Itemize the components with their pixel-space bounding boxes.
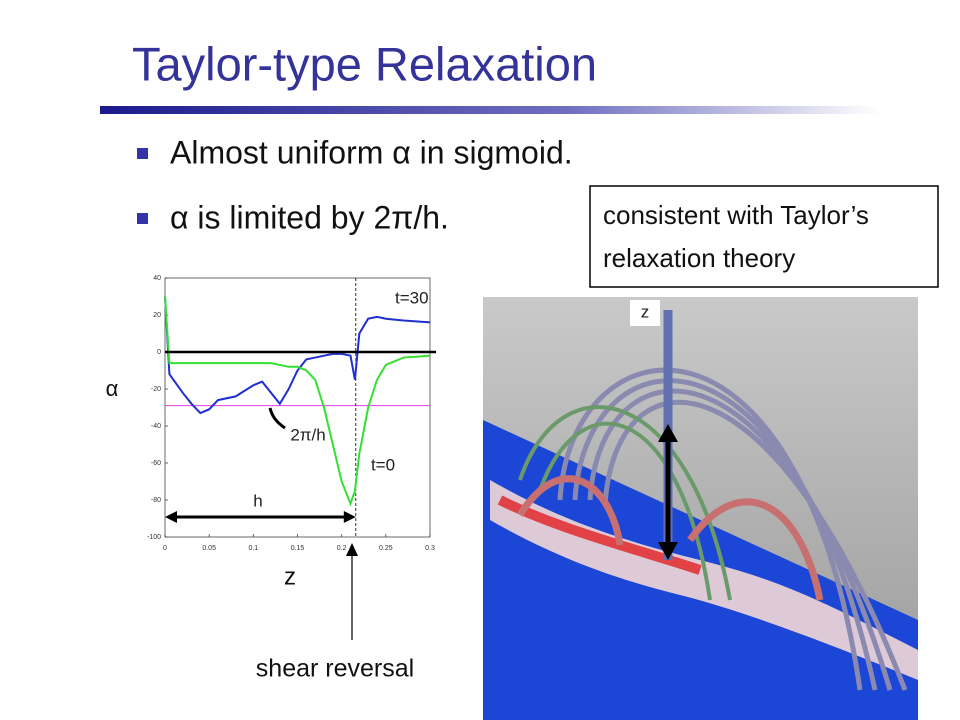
plot-frame: [164, 277, 431, 538]
slide-title: Taylor-type Relaxation: [132, 37, 597, 90]
y-tick-label: -80: [151, 497, 161, 504]
reversal-label: shear reversal: [256, 655, 414, 683]
x-tick-label: 0.2: [337, 545, 347, 552]
image-tubes: [517, 475, 824, 601]
annotation: h: [253, 491, 262, 510]
y-tick-label: -20: [151, 386, 161, 393]
annotation: t=0: [371, 455, 395, 474]
x-tick-label: 0.1: [248, 545, 258, 552]
bullet-text: Almost uniform α in sigmoid.: [170, 134, 573, 170]
x-tick-label: 0.15: [291, 545, 305, 552]
bullet-marker: [137, 148, 148, 159]
x-tick-label: 0.3: [425, 545, 435, 552]
image-tubes: [557, 367, 908, 691]
callout-box: [589, 185, 939, 288]
y-tick-label: 0: [157, 349, 161, 356]
y-tick-label: -40: [151, 423, 161, 430]
x-tick-label: 0.25: [379, 545, 393, 552]
y-tick-label: -100: [147, 534, 161, 541]
bullet-marker: [137, 213, 148, 224]
y-tick-label: 20: [153, 312, 161, 319]
y-tick-label: -60: [151, 460, 161, 467]
x-tick-label: 0: [163, 545, 167, 552]
arrow-head: [343, 511, 356, 523]
arrow-head: [658, 424, 678, 442]
image-band: [490, 480, 918, 680]
label-box: [630, 300, 660, 326]
field-line-image: z: [483, 297, 918, 720]
arrow-head: [346, 543, 358, 556]
arrow-head: [165, 511, 177, 523]
bullet-text: α is limited by 2π/h.: [170, 199, 449, 235]
y-tick-label: 40: [153, 275, 161, 282]
annotation: 2π/h: [290, 425, 325, 444]
arrow-head: [658, 542, 678, 560]
x-axis-label: z: [284, 563, 296, 590]
annotation: t=30: [395, 288, 429, 307]
annotation-arrow: [268, 407, 286, 430]
callout-text: consistent with Taylor’s: [603, 200, 869, 230]
title-underline: [100, 106, 880, 114]
image-axis-label: z: [641, 302, 650, 321]
y-axis-label: α: [106, 376, 119, 401]
callout-text: relaxation theory: [603, 243, 795, 273]
data-line: [164, 296, 431, 507]
data-line: [164, 296, 431, 415]
x-tick-label: 0.05: [202, 545, 216, 552]
